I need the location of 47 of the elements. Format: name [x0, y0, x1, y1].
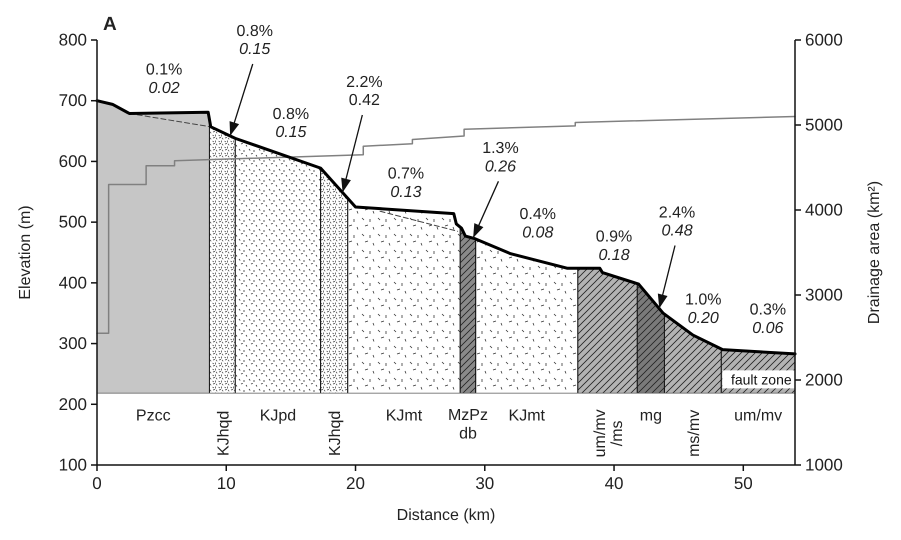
annotation: 2.2% 0.42 — [346, 73, 383, 109]
band-label: Pzcc — [136, 406, 171, 424]
annotation: 0.7% 0.13 — [388, 164, 424, 200]
annotation: 0.9% 0.18 — [596, 228, 632, 264]
y-tick-label: 400 — [58, 273, 87, 292]
y2-tick-label: 1000 — [805, 456, 843, 474]
x-tick-label: 30 — [475, 474, 494, 493]
annotation: fault zone — [730, 371, 792, 388]
band-label: KJmt — [508, 406, 546, 424]
band-label: MzPz db — [448, 406, 488, 442]
annotation: 0.8% 0.15 — [272, 105, 310, 141]
x-tick-label: 10 — [216, 474, 236, 493]
y-tick-label: 200 — [58, 394, 87, 414]
y-tick-label: 600 — [58, 152, 87, 171]
y-tick-label: 700 — [58, 91, 87, 110]
band-label: um/mv /ms — [592, 409, 626, 458]
band-label: um/mv — [734, 406, 782, 424]
band-label: KJhqd — [215, 410, 232, 456]
band-label: mg — [640, 406, 662, 424]
band-label: KJhqd — [327, 410, 344, 456]
band-label: ms/mv — [686, 410, 703, 457]
annotation: 0.1% 0.02 — [146, 61, 182, 97]
x-tick-label: 20 — [346, 474, 365, 493]
y-tick-label: 300 — [58, 334, 87, 354]
y2-axis-title: Drainage area (km²) — [866, 180, 883, 324]
x-axis-title: Distance (km) — [396, 507, 496, 524]
y2-tick-label: 6000 — [805, 30, 843, 50]
y-tick-label: 500 — [58, 212, 87, 232]
annotation: 1.3% 0.26 — [482, 140, 519, 175]
x-tick-label: 40 — [604, 474, 624, 493]
annotation: 2.4% 0.48 — [658, 204, 696, 240]
y2-tick-label: 3000 — [805, 286, 843, 304]
annotation: 0.4% 0.08 — [520, 206, 556, 242]
band-label: KJpd — [260, 406, 296, 424]
y-axis-title: Elevation (m) — [17, 205, 34, 300]
x-tick-label: 50 — [734, 474, 753, 493]
y-tick-label: 800 — [58, 30, 87, 50]
chart-title: A — [103, 14, 117, 35]
annotation: 0.3% 0.06 — [750, 301, 786, 337]
y2-tick-label: 5000 — [805, 116, 843, 134]
band-label: KJmt — [386, 406, 423, 424]
y2-tick-label: 2000 — [805, 370, 843, 390]
x-tick-label: 0 — [92, 474, 102, 493]
annotation: 1.0% 0.20 — [684, 291, 722, 327]
y-tick-label: 100 — [58, 456, 87, 474]
annotation: 0.8% 0.15 — [236, 22, 273, 58]
y2-tick-label: 4000 — [805, 200, 843, 220]
